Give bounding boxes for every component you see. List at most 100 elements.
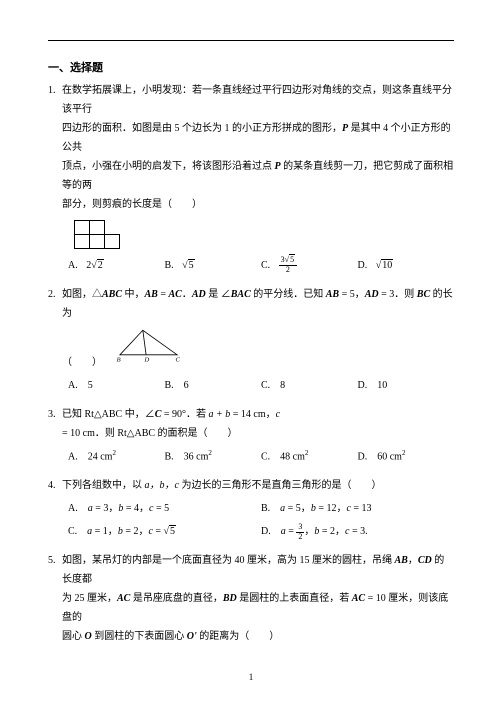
q2-paren: （ ）: [62, 357, 102, 368]
sqrt-icon: 2: [91, 256, 104, 275]
rad: 5: [169, 525, 176, 537]
v: = 12，: [316, 503, 347, 514]
top-rule: [48, 40, 454, 41]
q4-t: 为边长的三角形不是直角三角形的是（ ）: [179, 480, 382, 491]
q1-text-l2a: 四边形的面积．如图是由 5 个边长为 1 的小正方形拼成的图形，: [62, 123, 342, 134]
optA-txt: A. 24 cm: [68, 451, 112, 462]
q5-CD: CD: [418, 555, 432, 566]
q1-optD: D. 10: [358, 256, 455, 275]
v: = 1，: [92, 526, 118, 537]
q5-AC2: AC: [352, 593, 365, 604]
fig-cell: [74, 234, 90, 249]
q2-AB: AB: [145, 289, 158, 300]
q5-AC: AC: [117, 593, 130, 604]
optC-num-rad: 5: [289, 254, 295, 264]
q5-t: 是吊座底盘的直径，: [130, 593, 223, 604]
page: 一、选择题 1. 在数学拓展课上，小明发现：若一条直线经过平行四边形对角线的交点…: [0, 0, 502, 702]
q5-Op: O': [187, 631, 197, 642]
frac-den: 2: [279, 266, 297, 275]
q5-t: 是圆柱的上表面直径，若: [237, 593, 352, 604]
optB-rad: 5: [188, 259, 195, 271]
sq: 2: [305, 449, 309, 457]
q2-AD2: AD: [365, 289, 379, 300]
q2-t: 中，: [122, 289, 145, 300]
optB-txt: B. 36 cm: [165, 451, 209, 462]
v: =: [286, 526, 297, 537]
q5-BD: BD: [223, 593, 237, 604]
v: =: [153, 526, 164, 537]
sq: 2: [112, 449, 116, 457]
q4-optC: C. a = 1，b = 2，c = 5: [68, 522, 261, 541]
v: = 5: [153, 503, 169, 514]
l: A.: [68, 503, 88, 514]
optA-label: A.: [68, 260, 78, 271]
q5-sep: ，: [408, 555, 418, 566]
q1-text-l4: 部分，则剪痕的长度是（ ）: [62, 199, 202, 210]
q1-optA: A. 22: [68, 256, 165, 275]
q3-c: c: [276, 409, 280, 420]
sqrt-icon: 5: [182, 256, 195, 275]
q3-t: 已知 Rt△ABC 中，∠: [62, 409, 155, 420]
v: = 4，: [123, 503, 149, 514]
q1-number: 1.: [48, 81, 56, 100]
q2-AC: AC: [169, 289, 182, 300]
l: B.: [261, 503, 280, 514]
q1-text-l1: 在数学拓展课上，小明发现：若一条直线经过平行四边形对角线的交点，则这条直线平分该…: [62, 85, 452, 115]
q2-optC: C. 8: [261, 376, 358, 395]
q2-t: ，: [355, 289, 365, 300]
q2-eq: =: [158, 289, 169, 300]
sq: 2: [208, 449, 212, 457]
q2-optA: A. 5: [68, 376, 165, 395]
question-3: 3. 已知 Rt△ABC 中，∠C = 90°．若 a + b = 14 cm，…: [48, 405, 454, 466]
q2-eq5: = 5: [339, 289, 355, 300]
q2-options: A. 5 B. 6 C. 8 D. 10: [68, 376, 454, 395]
tri-C-label: C: [175, 356, 180, 363]
v: = 3，: [93, 503, 119, 514]
question-5: 5. 如图，某吊灯的内部是一个底面直径为 40 厘米，高为 15 厘米的圆柱，吊…: [48, 551, 454, 646]
sqrt-icon: 10: [376, 256, 394, 275]
q1-text-l3a: 顶点，小强在小明的启发下，将该图形沿着过点: [62, 161, 275, 172]
q4-optA: A. a = 3，b = 4，c = 5: [68, 499, 261, 518]
q2-AB2: AB: [326, 289, 339, 300]
l: C.: [68, 526, 87, 537]
fig-cell: [89, 234, 105, 249]
question-4: 4. 下列各组数中，以 a，b，c 为边长的三角形不是直角三角形的是（ ） A.…: [48, 476, 454, 541]
fig-cell: [74, 220, 90, 235]
v: = 3.: [349, 526, 367, 537]
q2-BAC: BAC: [231, 289, 251, 300]
q4-optB: B. a = 5，b = 12，c = 13: [261, 499, 454, 518]
q3-optD: D. 60 cm2: [358, 447, 455, 466]
q2-t: ．则: [394, 289, 417, 300]
q3-optA: A. 24 cm2: [68, 447, 165, 466]
q5-t: 如图，某吊灯的内部是一个底面直径为 40 厘米，高为 15 厘米的圆柱，吊绳: [62, 555, 395, 566]
frac: 35 2: [279, 256, 297, 275]
sqrt-icon: 5: [164, 522, 177, 541]
fig-cell: [89, 220, 105, 235]
section-title: 一、选择题: [48, 59, 454, 75]
q2-ABC: ABC: [102, 289, 122, 300]
q3-number: 3.: [48, 405, 56, 424]
q4-options-row1: A. a = 3，b = 4，c = 5 B. a = 5，b = 12，c =…: [68, 499, 454, 518]
v: = 13: [351, 503, 372, 514]
q3-t: = 90°．若: [161, 409, 208, 420]
q5-AB: AB: [395, 555, 408, 566]
q2-t: 的平分线．已知: [251, 289, 326, 300]
page-number: 1: [48, 672, 454, 682]
sqrt-icon: 5: [285, 256, 295, 265]
q1-figure: [74, 220, 120, 250]
q5-t: 到圆柱的下表面圆心: [92, 631, 187, 642]
q1-options: A. 22 B. 5 C. 35 2 D. 10: [68, 256, 454, 275]
v: = 5，: [285, 503, 311, 514]
q5-O: O: [85, 631, 92, 642]
q5-t: 圆心: [62, 631, 85, 642]
optC-txt: C. 48 cm: [261, 451, 305, 462]
q3-ab: a + b: [209, 409, 231, 420]
optD-txt: D. 60 cm: [358, 451, 402, 462]
v: = 2，: [123, 526, 149, 537]
fig-cell: [104, 234, 120, 249]
optD-label: D.: [358, 260, 368, 271]
q3-t: = 14 cm，: [230, 409, 275, 420]
q3-optC: C. 48 cm2: [261, 447, 358, 466]
q1-optB: B. 5: [165, 256, 262, 275]
q4-number: 4.: [48, 476, 56, 495]
